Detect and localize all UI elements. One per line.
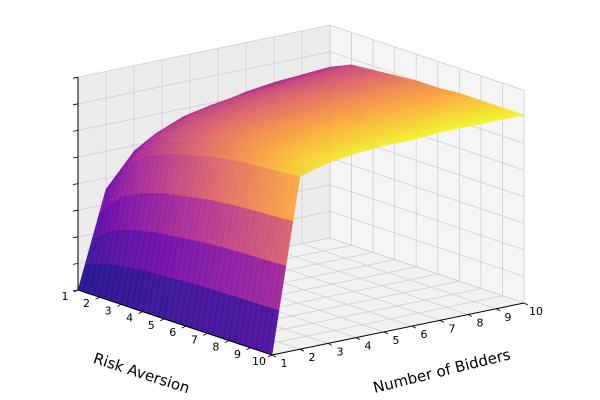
x-tick-label: 2: [83, 297, 90, 310]
z-tick: [72, 236, 79, 239]
x-tick: [203, 332, 208, 336]
z-tick: [72, 130, 79, 132]
y-tick: [411, 325, 417, 329]
y-tick-label: 4: [365, 340, 372, 353]
axis-ticks: 1 2 3 4 5 6 7 8 9 10 1 2 3 4 5 6 7 8 9 10: [62, 76, 543, 370]
x-tick-label: 10: [252, 355, 266, 368]
z-tick: [72, 103, 79, 106]
y-tick-label: 3: [337, 345, 344, 358]
x-tick: [181, 325, 186, 329]
y-tick-label: 10: [529, 305, 543, 318]
x-tick-label: 4: [126, 312, 133, 325]
y-tick-label: 5: [393, 334, 400, 347]
z-tick: [72, 289, 79, 292]
y-tick-label: 7: [449, 322, 456, 335]
x-tick-label: 1: [62, 290, 69, 303]
x-axis-title: Risk Aversion: [91, 349, 192, 397]
x-tick-label: 7: [191, 333, 198, 346]
y-tick-label: 8: [477, 317, 484, 330]
x-tick: [267, 354, 273, 358]
y-tick-label: 9: [505, 311, 512, 324]
y-axis-title: Number of Bidders: [371, 345, 512, 397]
y-axis-line: [271, 302, 525, 356]
x-tick-label: 5: [148, 319, 155, 332]
x-tick: [138, 311, 143, 315]
grid-line-z: [77, 24, 525, 91]
z-tick: [72, 183, 79, 185]
x-axis-line: [77, 289, 273, 356]
z-tick: [72, 156, 79, 159]
y-tick: [495, 308, 501, 312]
grid-line-y-floor: [273, 249, 469, 315]
x-tick: [224, 340, 230, 343]
z-tick: [72, 263, 79, 265]
z-tick: [72, 76, 79, 79]
y-tick-label: 2: [309, 351, 316, 364]
y-tick: [439, 319, 445, 323]
y-tick: [523, 302, 529, 306]
x-tick-label: 6: [169, 326, 176, 339]
x-tick: [116, 304, 122, 307]
x-tick-label: 8: [212, 341, 219, 354]
x-tick: [160, 318, 165, 322]
grid-line-y-floor: [301, 243, 497, 310]
y-tick: [299, 348, 305, 352]
y-tick: [355, 337, 361, 341]
x-tick: [95, 296, 100, 300]
x-tick-label: 9: [234, 348, 241, 361]
surface-patch: [510, 112, 525, 117]
y-tick: [327, 343, 333, 346]
x-tick: [246, 347, 251, 351]
x-tick-label: 3: [105, 304, 112, 317]
y-tick-label: 1: [281, 357, 288, 370]
y-tick: [271, 354, 277, 358]
y-tick-label: 6: [421, 328, 428, 341]
surface-mesh: [77, 64, 525, 356]
z-tick: [72, 209, 79, 212]
y-tick: [383, 331, 389, 335]
y-tick: [467, 314, 473, 317]
